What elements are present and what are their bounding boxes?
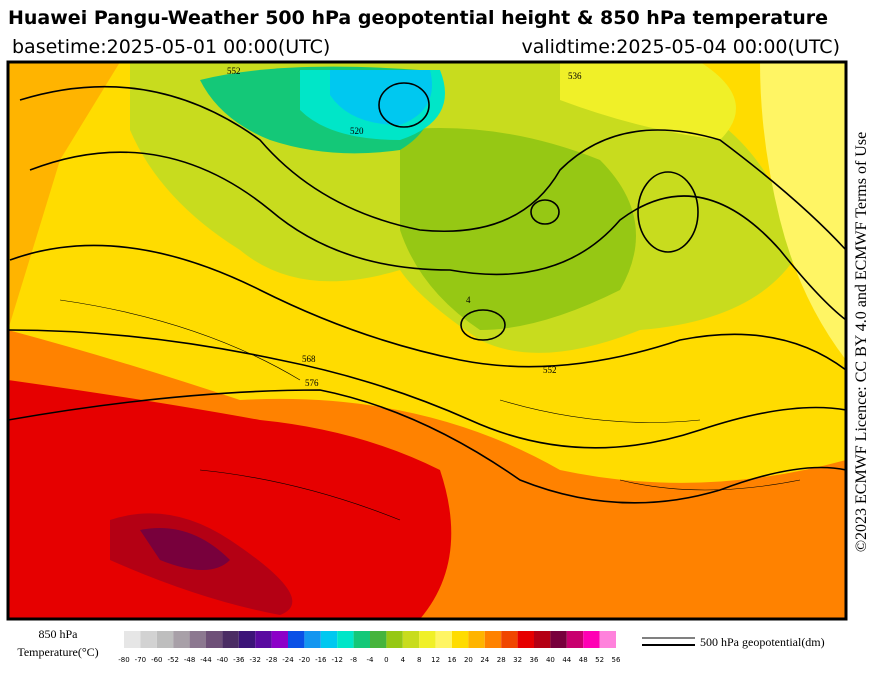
- colorbar-tick-label: -32: [249, 656, 260, 664]
- colorbar-swatch: [353, 631, 370, 648]
- colorbar-swatch: [271, 631, 288, 648]
- colorbar-tick-label: 8: [417, 656, 421, 664]
- colorbar-tick-label: 28: [497, 656, 506, 664]
- colorbar-tick-label: 40: [546, 656, 555, 664]
- colorbar-tick-label: 52: [595, 656, 604, 664]
- colorbar-swatch: [534, 631, 551, 648]
- geopotential-legend: 500 hPa geopotential(dm): [700, 635, 825, 649]
- contour-label: 520: [350, 126, 364, 136]
- map-frame: [6, 60, 848, 621]
- colorbar-tick-label: -4: [367, 656, 375, 664]
- colorbar-tick-label: -52: [167, 656, 178, 664]
- colorbar-tick-label: 0: [384, 656, 388, 664]
- colorbar-tick-label: 4: [401, 656, 406, 664]
- colorbar-tick-label: 16: [448, 656, 457, 664]
- colorbar-swatch: [599, 631, 616, 648]
- colorbar-tick-label: -12: [331, 656, 342, 664]
- temperature-unit: Temperature(°C): [17, 645, 98, 659]
- colorbar-swatch: [140, 631, 157, 648]
- colorbar-tick-label: -24: [282, 656, 294, 664]
- contour-label: 568: [302, 354, 316, 364]
- basetime: basetime:2025-05-01 00:00(UTC): [12, 36, 330, 58]
- colorbar-tick-label: -44: [200, 656, 212, 664]
- colorbar-swatch: [583, 631, 600, 648]
- colorbar-swatch: [320, 631, 338, 648]
- colorbar-tick-label: -28: [266, 656, 277, 664]
- colorbar-swatch: [484, 631, 502, 648]
- colorbar-tick-label: 12: [431, 656, 440, 664]
- title: Huawei Pangu-Weather 500 hPa geopotentia…: [8, 7, 828, 29]
- colorbar-tick-label: -36: [233, 656, 245, 664]
- colorbar-tick-label: -80: [118, 656, 129, 664]
- colorbar-swatch: [124, 631, 141, 648]
- temperature-title: 850 hPa: [39, 627, 79, 641]
- contour-label: 552: [543, 365, 557, 375]
- validtime: validtime:2025-05-04 00:00(UTC): [521, 36, 840, 58]
- colorbar-tick-label: -70: [135, 656, 146, 664]
- colorbar-swatch: [173, 631, 190, 648]
- colorbar-swatch: [206, 631, 223, 648]
- colorbar-tick-label: -16: [315, 656, 327, 664]
- colorbar-swatch: [419, 631, 436, 648]
- contour-label: 536: [568, 71, 582, 81]
- colorbar-tick-label: 32: [513, 656, 522, 664]
- colorbar-swatch: [452, 631, 469, 648]
- colorbar-swatch: [402, 631, 420, 648]
- map: 552 520 568 576 552 4 536: [8, 62, 846, 619]
- contour-label: 576: [305, 378, 319, 388]
- colorbar-tick-label: -8: [350, 656, 357, 664]
- licence: ©2023 ECMWF Licence: CC BY 4.0 and ECMWF…: [853, 132, 870, 552]
- colorbar-swatch: [566, 631, 584, 648]
- colorbar-tick-label: 36: [530, 656, 539, 664]
- colorbar-swatch: [337, 631, 354, 648]
- contour-label: 552: [227, 66, 241, 76]
- colorbar-tick-label: -48: [184, 656, 195, 664]
- contour-label: 4: [466, 295, 471, 305]
- colorbar-swatch: [386, 631, 403, 648]
- colorbar-swatch: [304, 631, 321, 648]
- colorbar-swatch: [501, 631, 518, 648]
- colorbar-swatch: [189, 631, 206, 648]
- colorbar-swatch: [238, 631, 256, 648]
- colorbar-tick-label: -60: [151, 656, 162, 664]
- colorbar-swatch: [435, 631, 452, 648]
- colorbar-tick-label: -20: [299, 656, 310, 664]
- colorbar-swatch: [550, 631, 567, 648]
- colorbar-tick-label: 24: [480, 656, 489, 664]
- colorbar-tick-label: 56: [612, 656, 621, 664]
- colorbar-tick-label: 48: [579, 656, 588, 664]
- colorbar: -80 -70 -60 -52 -48 -44 -40 -36 -32 -28 -24 -20 -16-…: [118, 631, 621, 664]
- colorbar-tick-label: 44: [562, 656, 571, 664]
- colorbar-swatch: [517, 631, 534, 648]
- colorbar-swatch: [370, 631, 387, 648]
- colorbar-swatch: [288, 631, 305, 648]
- colorbar-tick-label: 20: [464, 656, 473, 664]
- colorbar-swatch: [222, 631, 239, 648]
- colorbar-swatch: [255, 631, 272, 648]
- colorbar-swatch: [468, 631, 485, 648]
- colorbar-tick-label: -40: [217, 656, 228, 664]
- colorbar-swatch: [156, 631, 174, 648]
